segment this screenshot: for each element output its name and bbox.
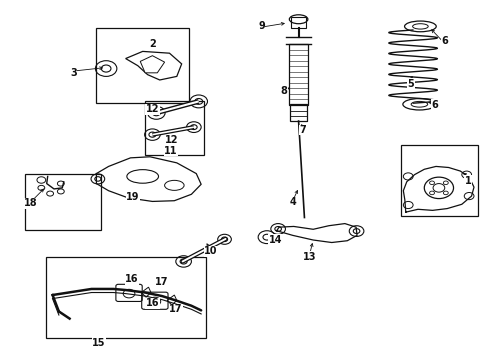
Bar bbox=[289, 44, 308, 105]
Text: 8: 8 bbox=[281, 86, 288, 96]
Text: 3: 3 bbox=[70, 68, 77, 78]
Text: 6: 6 bbox=[432, 100, 439, 110]
Bar bbox=[291, 18, 306, 28]
Text: 18: 18 bbox=[24, 198, 37, 208]
Text: 17: 17 bbox=[155, 277, 169, 287]
Text: 2: 2 bbox=[149, 39, 156, 49]
Text: 5: 5 bbox=[407, 78, 414, 89]
Bar bbox=[97, 28, 189, 103]
Text: 1: 1 bbox=[465, 176, 471, 186]
Bar bbox=[145, 102, 203, 155]
Text: 4: 4 bbox=[290, 197, 296, 207]
Text: 19: 19 bbox=[126, 192, 140, 202]
Polygon shape bbox=[140, 56, 165, 73]
Bar bbox=[401, 145, 478, 216]
Text: 17: 17 bbox=[169, 304, 183, 314]
Text: 6: 6 bbox=[441, 36, 448, 46]
Text: 9: 9 bbox=[258, 21, 265, 31]
Text: 12: 12 bbox=[146, 104, 159, 114]
Text: 10: 10 bbox=[204, 247, 218, 256]
Text: 15: 15 bbox=[92, 338, 105, 347]
Text: 12: 12 bbox=[165, 135, 179, 145]
Text: 7: 7 bbox=[299, 125, 306, 135]
Text: 16: 16 bbox=[125, 274, 139, 284]
Text: 13: 13 bbox=[302, 252, 316, 262]
Bar bbox=[25, 174, 101, 230]
Text: 16: 16 bbox=[146, 298, 159, 308]
Bar bbox=[46, 257, 206, 338]
Bar bbox=[290, 104, 307, 121]
Text: 11: 11 bbox=[164, 146, 178, 156]
Text: 14: 14 bbox=[269, 235, 282, 245]
